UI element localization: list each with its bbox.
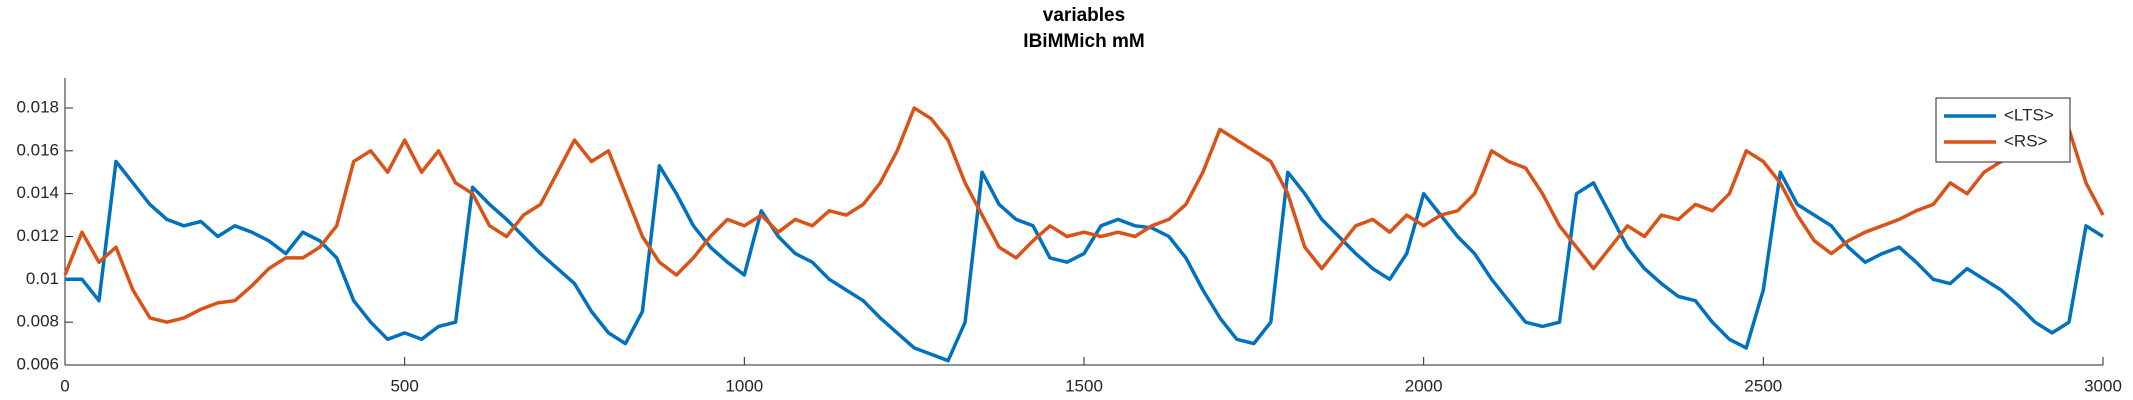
x-tick-label: 1000 [725,376,763,395]
legend-box [1935,97,2071,163]
chart-subtitle: IBiMMich mM [1023,31,1144,52]
y-tick-label: 0.01 [26,269,59,288]
x-tick-label: 2500 [1744,376,1782,395]
x-tick-label: 2000 [1405,376,1443,395]
x-tick-label: 3000 [2084,376,2122,395]
x-tick-label: 1500 [1065,376,1103,395]
series-line [63,106,2105,324]
legend-label: <LTS> [2004,105,2054,124]
chart-title: variables [1043,5,1125,26]
x-tick-label: 0 [60,376,69,395]
y-tick-label: 0.012 [16,226,59,245]
x-tick-label: 500 [390,376,418,395]
series-line [65,159,2104,363]
y-tick-label: 0.016 [16,140,59,159]
y-tick-label: 0.006 [16,354,59,373]
y-tick-label: 0.014 [16,183,59,202]
y-tick-label: 0.018 [16,97,59,116]
legend-label: <RS> [2004,131,2048,150]
y-tick-label: 0.008 [16,312,59,331]
